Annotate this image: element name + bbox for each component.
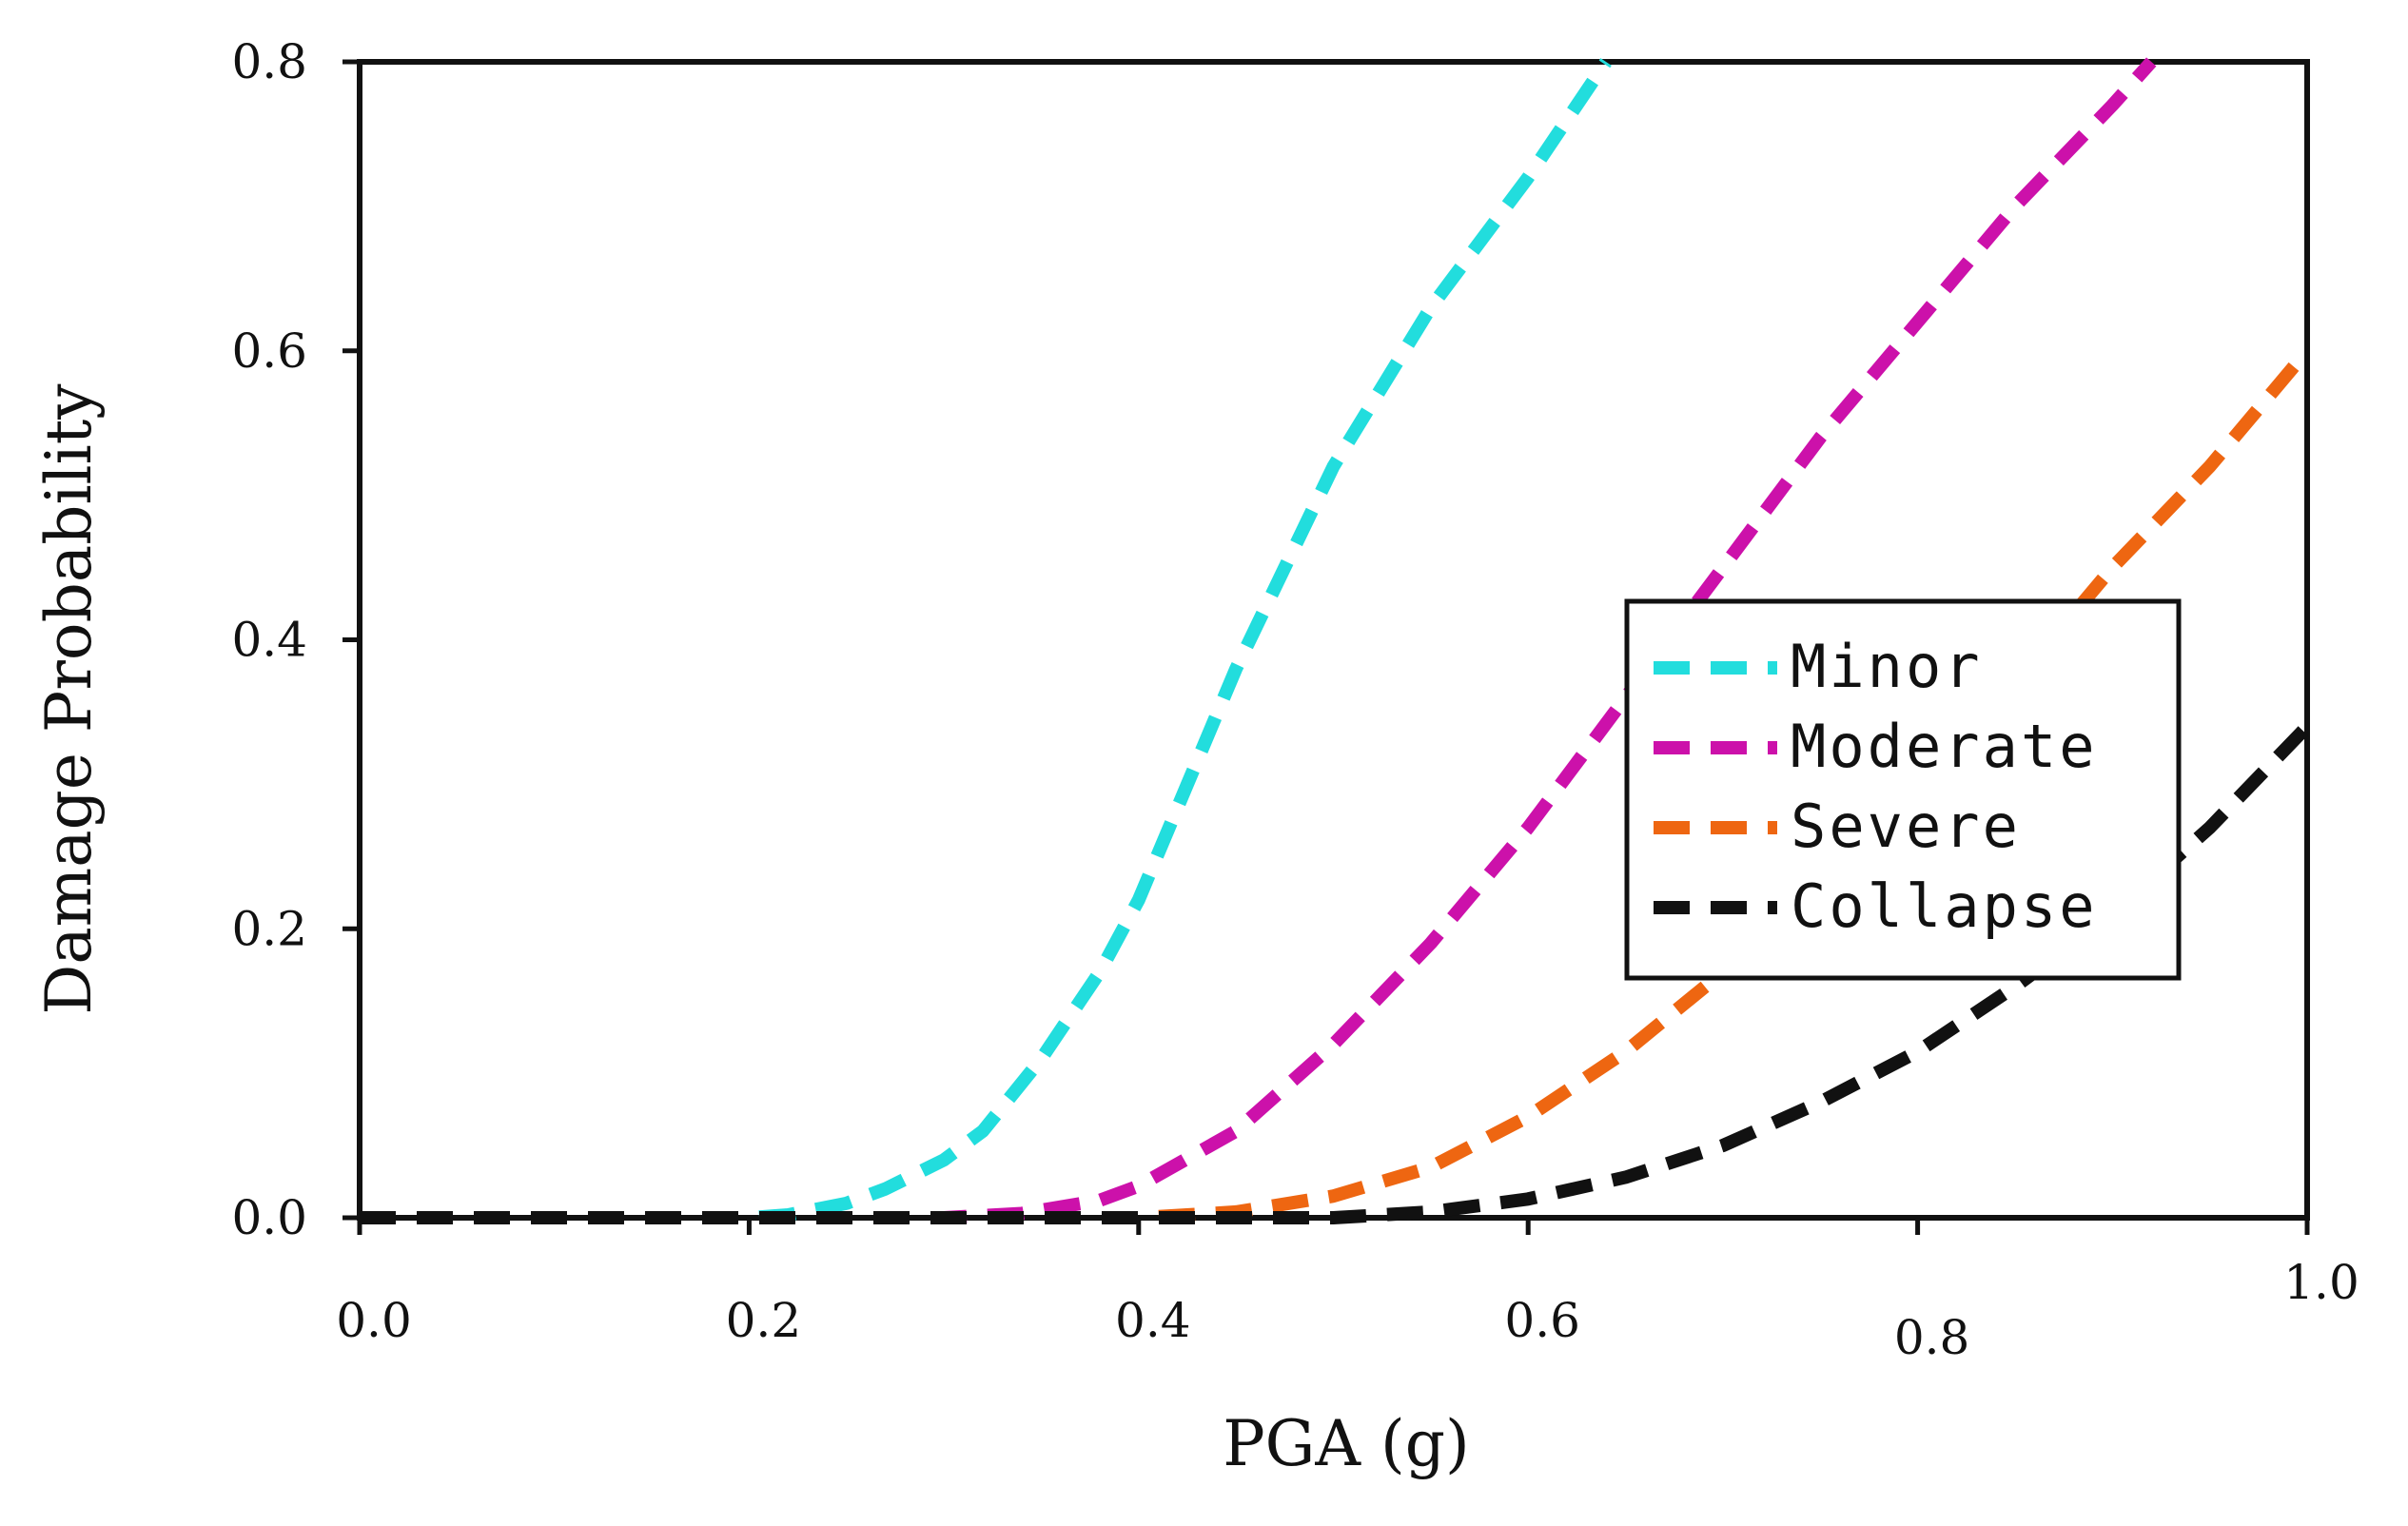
y-tick-label: 0.4 <box>231 613 307 668</box>
x-tick-label: 0.6 <box>1504 1293 1580 1348</box>
x-tick-label: 0.4 <box>1115 1293 1191 1348</box>
x-tick-label: 0.0 <box>336 1293 412 1348</box>
y-tick-label: 0.0 <box>231 1190 307 1245</box>
tick-layer <box>343 59 2310 1235</box>
legend-label: Moderate <box>1791 712 2098 781</box>
y-tick-label: 0.6 <box>231 323 307 379</box>
legend-box <box>1624 598 2182 981</box>
x-axis-title: PGA (g) <box>1223 1407 1470 1480</box>
series-line-minor <box>360 58 1612 1224</box>
legend-label: Minor <box>1791 632 1983 701</box>
series-line-severe <box>360 346 2313 1224</box>
x-tick-labels: 0.0 0.2 0.4 0.6 0.8 1.0 <box>336 1255 2359 1365</box>
x-tick-label: 0.8 <box>1894 1310 1970 1365</box>
series-line-moderate <box>360 57 2157 1224</box>
legend: Minor Moderate Severe Collapse <box>1624 598 2182 981</box>
y-axis-title: Damage Probability <box>32 383 106 1015</box>
y-tick-label: 0.2 <box>231 901 307 956</box>
y-tick-labels: 0.0 0.2 0.4 0.6 0.8 <box>231 34 307 1245</box>
y-tick-label: 0.8 <box>231 34 307 89</box>
legend-label: Severe <box>1791 792 2021 861</box>
x-tick-label: 0.2 <box>726 1293 802 1348</box>
legend-label: Collapse <box>1791 871 2098 941</box>
x-tick-label: 1.0 <box>2283 1255 2359 1310</box>
